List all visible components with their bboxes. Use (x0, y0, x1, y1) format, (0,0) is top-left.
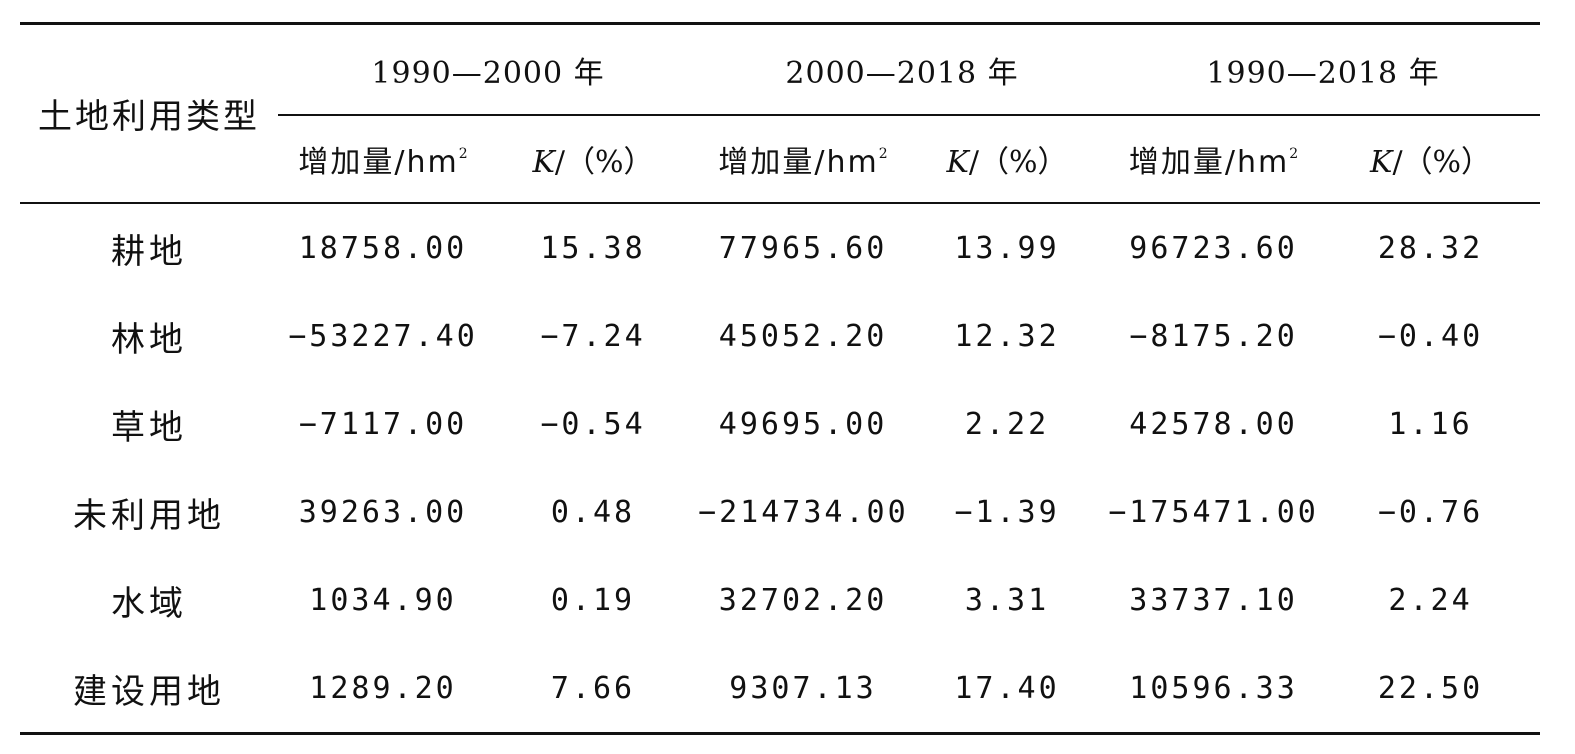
value-cell: 17.40 (908, 644, 1107, 735)
land-use-change-table: 土地利用类型 1990—2000 年 2000—2018 年 1990—2018… (20, 22, 1541, 735)
k-unit: /（%） (554, 145, 654, 180)
value-cell: 1289.20 (278, 644, 488, 735)
value-cell: 49695.00 (718, 406, 888, 442)
table-row: 耕地 18758.00 15.38 77965.60 13.99 96723.6… (20, 203, 1540, 292)
value-cell: 2.22 (964, 406, 1050, 442)
value-cell: 18758.00 (298, 230, 468, 266)
land-type-cell: 耕地 (111, 231, 187, 272)
value-cell: 42578.00 (1129, 406, 1298, 442)
subheader-increase: 增加量/hm2 (698, 115, 909, 204)
value-cell: 39263.00 (298, 494, 468, 530)
subheader-k: K/（%） (908, 115, 1107, 204)
period-header-1990-2018: 1990—2018 年 (1106, 22, 1541, 116)
value-cell: 7.66 (488, 644, 699, 735)
k-unit: /（%） (968, 145, 1068, 180)
value-cell: 28.32 (1377, 230, 1484, 266)
k-unit: /（%） (1392, 145, 1492, 180)
value-cell: 1.16 (1388, 406, 1473, 442)
increase-sup: 2 (458, 146, 468, 162)
table-row: 未利用地 39263.00 0.48 −214734.00 −1.39 −175… (20, 468, 1540, 556)
value-cell: −175471.00 (1108, 494, 1319, 530)
subheader-k: K/（%） (488, 115, 699, 204)
subheader-k: K/（%） (1321, 115, 1541, 204)
subheader-increase: 增加量/hm2 (1106, 115, 1322, 204)
land-type-cell: 建设用地 (20, 644, 278, 735)
value-cell: 12.32 (954, 318, 1060, 354)
value-cell: −0.54 (540, 406, 646, 442)
value-cell: −7.24 (540, 318, 646, 354)
value-cell: 22.50 (1321, 644, 1541, 735)
value-cell: 33737.10 (1129, 582, 1298, 618)
land-type-cell: 草地 (111, 407, 187, 448)
value-cell: 2.24 (1388, 582, 1473, 618)
value-cell: −7117.00 (298, 406, 468, 442)
increase-label: 增加量/hm (718, 145, 879, 180)
table-row: 草地 −7117.00 −0.54 49695.00 2.22 42578.00… (20, 380, 1540, 468)
value-cell: 3.31 (964, 582, 1050, 618)
increase-label: 增加量/hm (298, 145, 459, 180)
table-row: 建设用地 1289.20 7.66 9307.13 17.40 10596.33… (20, 644, 1541, 735)
value-cell: 77965.60 (718, 230, 888, 266)
increase-sup: 2 (1289, 146, 1299, 162)
increase-sup: 2 (878, 146, 888, 162)
land-type-cell: 水域 (111, 583, 187, 624)
subheader-increase: 增加量/hm2 (278, 115, 488, 204)
table-row: 林地 −53227.40 −7.24 45052.20 12.32 −8175.… (20, 292, 1540, 380)
value-cell: −0.40 (1377, 318, 1484, 354)
value-cell: 96723.60 (1129, 230, 1298, 266)
value-cell: 15.38 (540, 230, 646, 266)
value-cell: 9307.13 (698, 644, 909, 735)
value-cell: 0.48 (550, 494, 636, 530)
value-cell: 1034.90 (309, 582, 457, 618)
increase-label: 增加量/hm (1128, 145, 1290, 180)
table-row: 水域 1034.90 0.19 32702.20 3.31 33737.10 2… (20, 556, 1540, 644)
value-cell: −8175.20 (1129, 318, 1298, 354)
value-cell: 0.19 (550, 582, 636, 618)
land-type-cell: 林地 (111, 319, 187, 360)
k-variable: K (946, 145, 969, 180)
value-cell: 10596.33 (1106, 644, 1322, 735)
row-header-land-use-type: 土地利用类型 (20, 22, 278, 204)
value-cell: −1.39 (954, 494, 1060, 530)
table-body: 耕地 18758.00 15.38 77965.60 13.99 96723.6… (20, 203, 1541, 735)
value-cell: −53227.40 (288, 318, 478, 354)
table-header: 土地利用类型 1990—2000 年 2000—2018 年 1990—2018… (20, 22, 1541, 204)
value-cell: 13.99 (954, 230, 1060, 266)
value-cell: −214734.00 (698, 494, 909, 530)
value-cell: 32702.20 (718, 582, 888, 618)
k-variable: K (1370, 145, 1393, 180)
period-header-1990-2000: 1990—2000 年 (278, 22, 699, 116)
value-cell: −0.76 (1377, 494, 1484, 530)
k-variable: K (532, 145, 555, 180)
period-header-2000-2018: 2000—2018 年 (698, 22, 1107, 116)
value-cell: 45052.20 (718, 318, 888, 354)
land-type-cell: 未利用地 (73, 495, 225, 536)
